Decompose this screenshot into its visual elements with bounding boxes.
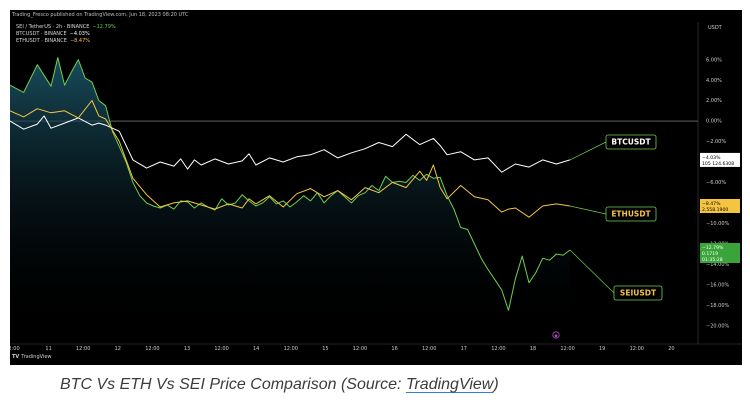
series-line-btcusdt — [10, 115, 571, 173]
caption-close: ) — [493, 376, 499, 393]
price-tag-price: 2,558.1900 — [702, 207, 728, 213]
quote-unit-label: USDT — [708, 25, 722, 31]
price-tag-percent: −12.79% — [702, 245, 724, 251]
y-tick-label: −16.00% — [706, 283, 730, 289]
x-tick-label: 12 — [115, 346, 121, 352]
x-tick-label: 12:00 — [76, 346, 90, 352]
price-tag-countdown: 01:35:28 — [702, 257, 723, 263]
legend-item-eth[interactable]: ETHUSDT · BINANCE −8.47% — [16, 38, 116, 45]
price-tag-price: 105 124.6308 — [702, 161, 734, 167]
legend-symbol: ETHUSDT · BINANCE — [16, 38, 67, 44]
tradingview-brand: TradingView — [21, 354, 52, 360]
series-line-seiusdt — [10, 57, 571, 311]
y-tick-label: −18.00% — [706, 303, 730, 309]
y-tick-label: 0.00% — [706, 119, 722, 125]
x-tick-label: 12:00 — [353, 346, 367, 352]
y-tick-label: −6.00% — [706, 180, 726, 186]
callout-label: ETHUSDT — [611, 210, 651, 219]
x-tick-label: 20 — [668, 346, 674, 352]
price-tag — [700, 243, 740, 264]
callout-leader — [569, 249, 615, 294]
y-tick-label: −20.00% — [706, 323, 730, 329]
price-tag-price: 0.1719 — [702, 251, 718, 257]
price-tag-percent: −4.03% — [702, 155, 721, 161]
x-tick-label: 12:00 — [491, 346, 505, 352]
callout-label: SEIUSDT — [620, 289, 657, 298]
legend-item-sei[interactable]: SEI / TetherUS · 2h · BINANCE −12.79% — [16, 24, 116, 31]
callout-box — [605, 206, 657, 222]
legend-item-btc[interactable]: BTCUSDT · BINANCE −4.03% — [16, 31, 116, 38]
tradingview-footer: TV TradingView — [12, 354, 52, 360]
price-tag-percent: −8.47% — [702, 201, 721, 207]
x-tick-label: 19 — [599, 346, 605, 352]
series-line-ethusdt — [10, 100, 571, 218]
x-tick-label: 12:00 — [145, 346, 159, 352]
legend-value: −12.79% — [92, 24, 116, 30]
callout-label: BTCUSDT — [611, 138, 651, 147]
x-tick-label: 16 — [391, 346, 397, 352]
x-tick-label: 12:00 — [630, 346, 644, 352]
y-tick-label: 6.00% — [706, 57, 722, 63]
chart-frame: Trading_Fresco published on TradingView.… — [10, 10, 742, 365]
y-tick-label: −2.00% — [706, 139, 726, 145]
published-line: Trading_Fresco published on TradingView.… — [12, 12, 189, 18]
legend-symbol: SEI / TetherUS · 2h · BINANCE — [16, 24, 90, 30]
callout-box — [605, 134, 657, 150]
x-tick-label: 12:00 — [422, 346, 436, 352]
x-tick-label: 17 — [461, 346, 467, 352]
x-tick-label: 15 — [322, 346, 328, 352]
y-tick-label: 2.00% — [706, 98, 722, 104]
x-tick-label: 18 — [530, 346, 536, 352]
caption-source-link[interactable]: TradingView — [405, 376, 494, 393]
y-tick-label: −10.00% — [706, 221, 730, 227]
x-tick-label: 12:00 — [560, 346, 574, 352]
callout-box — [613, 285, 663, 301]
price-tag — [700, 152, 740, 167]
x-tick-label: 14 — [253, 346, 259, 352]
callout-leader — [569, 141, 607, 161]
y-tick-label: −14.00% — [706, 262, 730, 268]
legend: SEI / TetherUS · 2h · BINANCE −12.79% BTC… — [16, 24, 116, 45]
x-tick-label: 12:00 — [214, 346, 228, 352]
x-tick-label: 11 — [45, 346, 51, 352]
x-tick-label: 13 — [184, 346, 190, 352]
price-tag — [700, 198, 740, 213]
event-marker-glyph: ◆ — [554, 334, 558, 339]
caption-text: BTC Vs ETH Vs SEI Price Comparison (Sour… — [60, 376, 406, 393]
legend-symbol: BTCUSDT · BINANCE — [16, 31, 67, 37]
event-marker-icon — [552, 331, 560, 339]
figure-caption: BTC Vs ETH Vs SEI Price Comparison (Sour… — [60, 376, 499, 394]
callout-leader — [569, 205, 607, 215]
sei-area-fill — [10, 57, 570, 336]
y-tick-label: 4.00% — [706, 78, 722, 84]
x-tick-label: 2:00 — [10, 346, 20, 352]
x-tick-label: 12:00 — [284, 346, 298, 352]
tradingview-logo-icon: TV — [12, 354, 20, 360]
comparison-chart[interactable]: 6.00%4.00%2.00%0.00%−2.00%−4.00%−6.00%−8… — [10, 10, 742, 365]
legend-value: −8.47% — [69, 38, 91, 44]
legend-value: −4.03% — [69, 31, 90, 37]
